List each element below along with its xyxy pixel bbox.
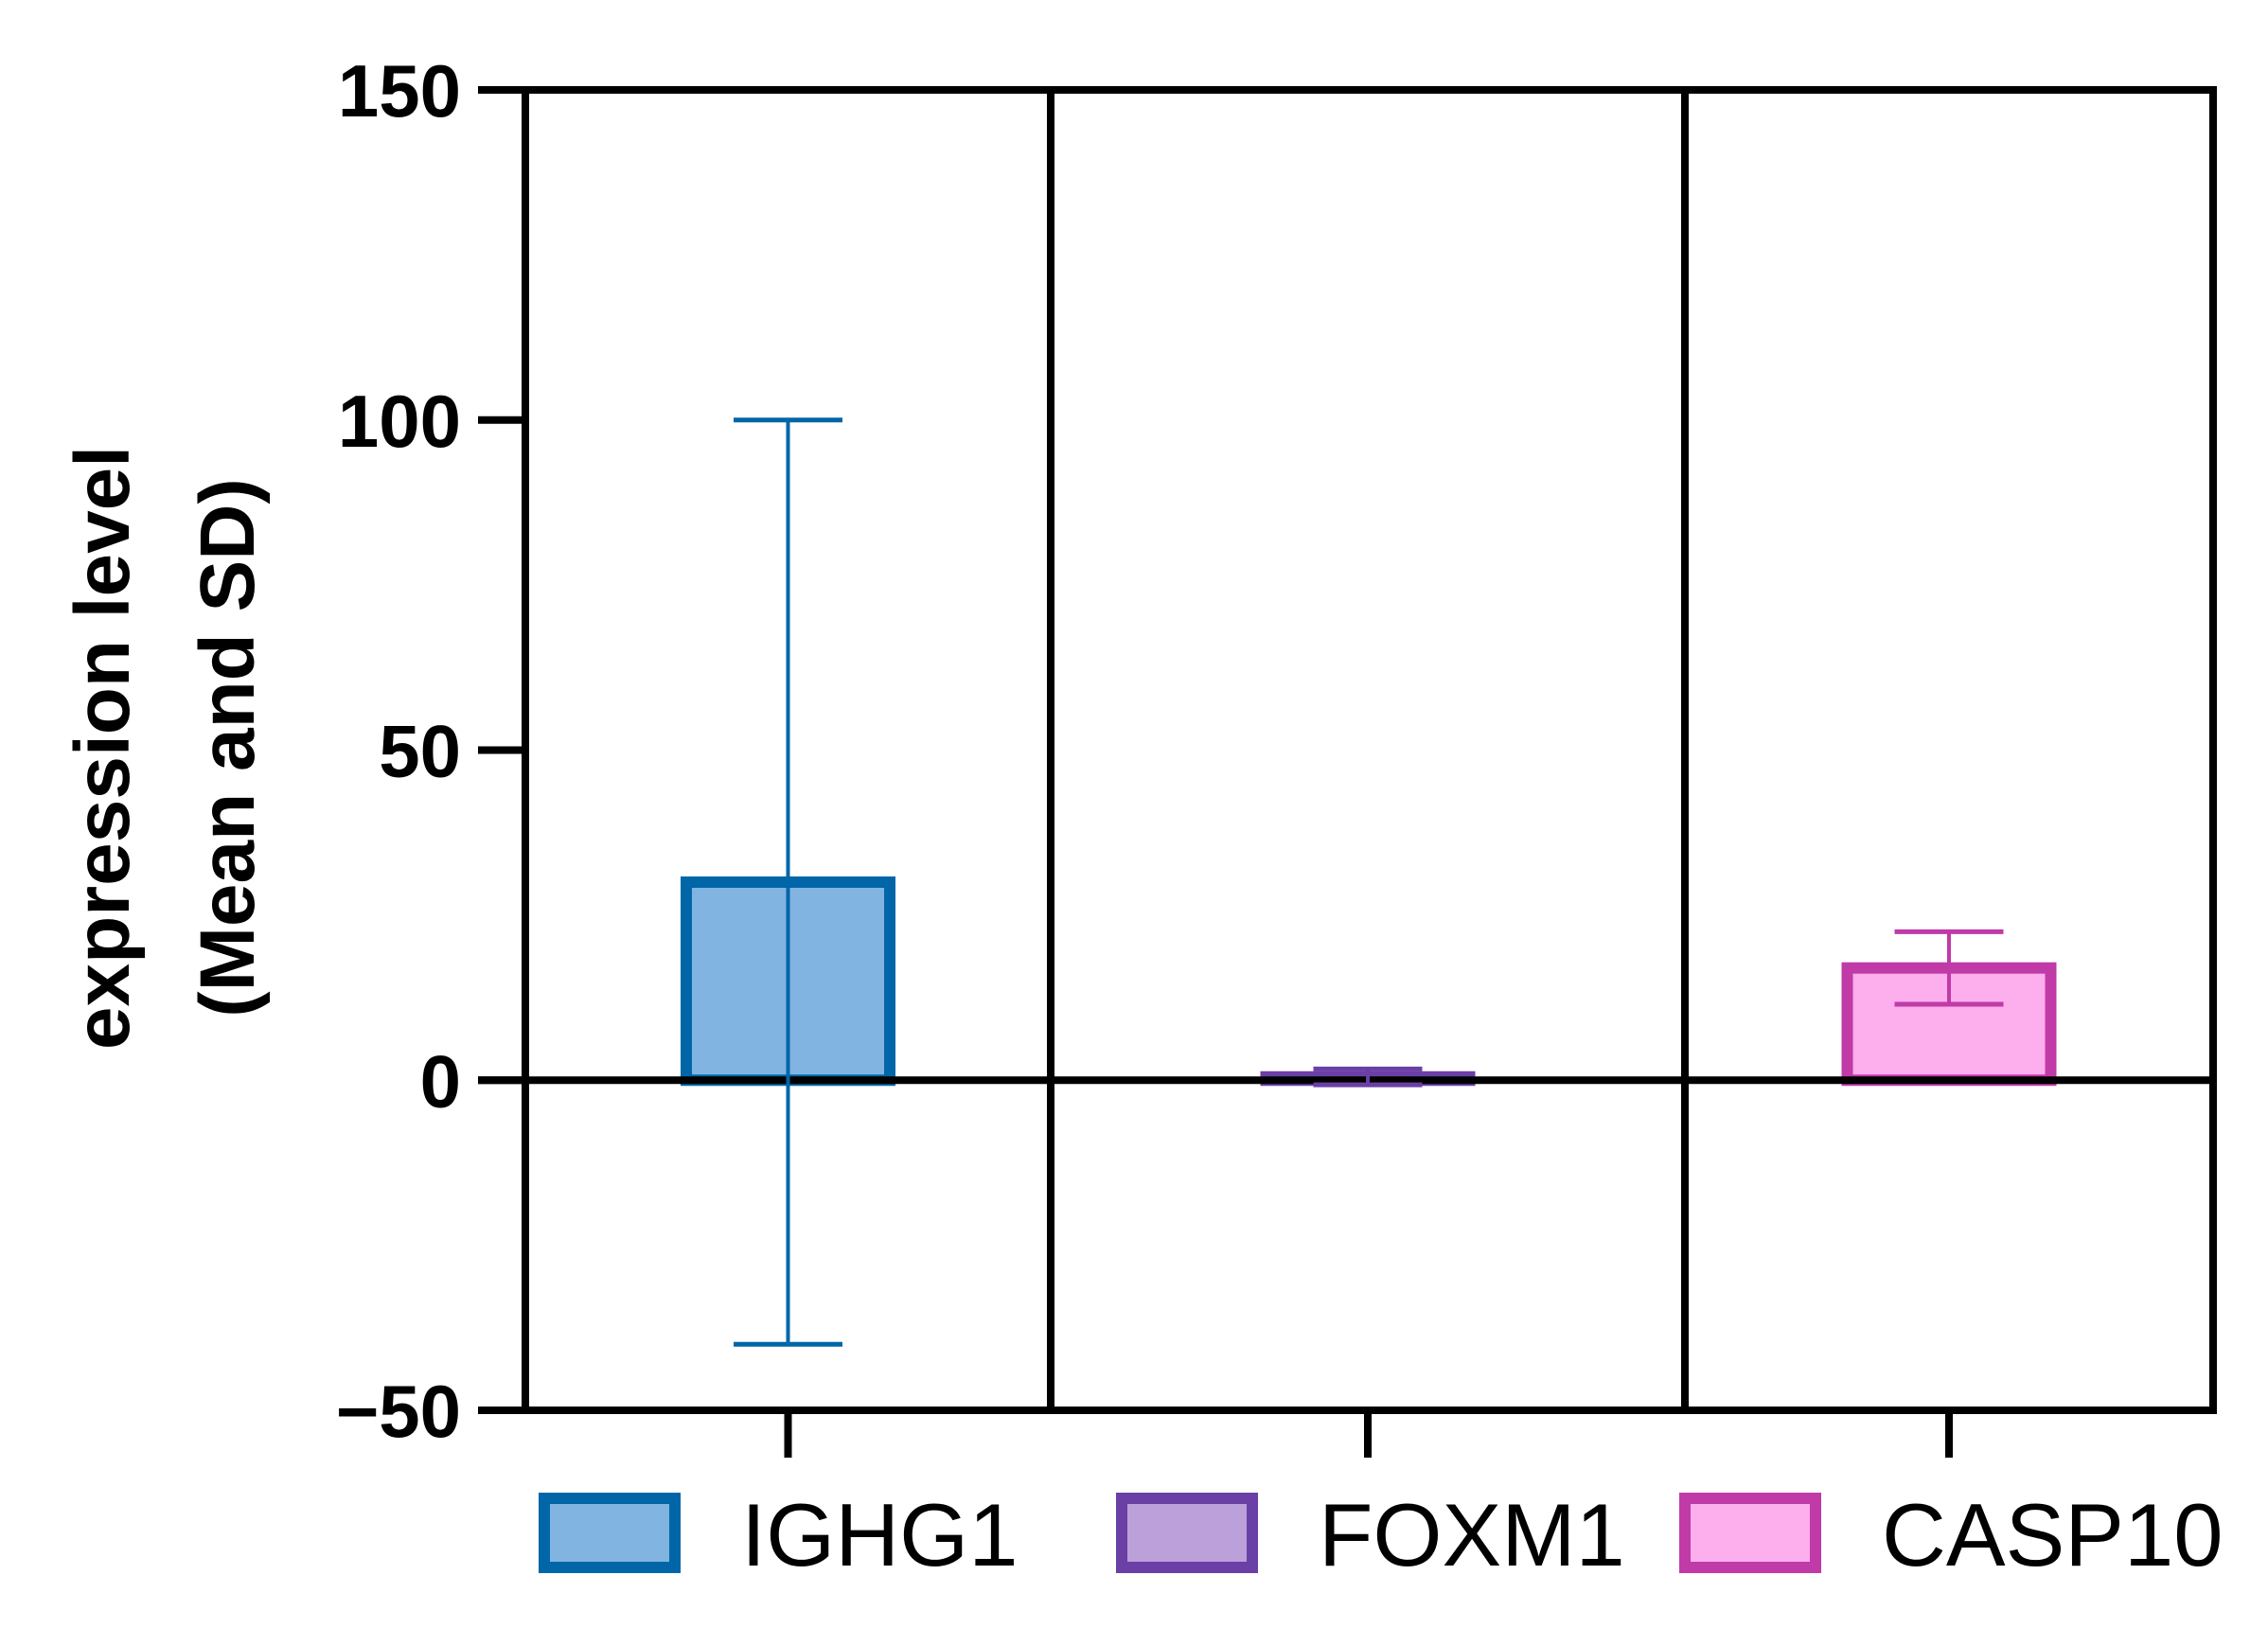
y-axis-title-line1: expression level	[60, 446, 146, 1050]
error-bar-casp10	[1894, 929, 2004, 1007]
y-axis-title-line2: (Mean and SD)	[185, 478, 271, 1017]
y-tick-label-3: 100	[338, 380, 461, 463]
error-bar-ighg1	[734, 417, 842, 1347]
category-separators	[1047, 90, 1689, 1410]
y-tick-label-4: 150	[338, 49, 461, 133]
plot-border	[522, 86, 2217, 1414]
bars	[681, 876, 2057, 1087]
legend-item-casp10: CASP10	[1679, 1485, 2224, 1584]
legend-swatch-foxm1	[1116, 1493, 1258, 1573]
y-tick-label-2: 50	[379, 710, 461, 793]
legend-label-ighg1: IGHG1	[741, 1485, 1019, 1584]
y-tick-label-1: 0	[420, 1039, 461, 1123]
error-bars	[734, 417, 2004, 1347]
y-axis-title: expression level (Mean and SD)	[60, 446, 271, 1050]
plot-frame	[522, 86, 2217, 1414]
legend-item-ighg1: IGHG1	[539, 1485, 1019, 1584]
legend-swatch-ighg1	[539, 1493, 681, 1573]
legend: IGHG1 FOXM1 CASP10	[539, 1485, 2224, 1584]
error-bar-foxm1	[1313, 1066, 1423, 1088]
legend-label-casp10: CASP10	[1882, 1485, 2224, 1584]
legend-label-foxm1: FOXM1	[1319, 1485, 1625, 1584]
x-axis-ticks	[784, 1410, 1953, 1458]
legend-item-foxm1: FOXM1	[1116, 1485, 1625, 1584]
y-tick-label-0: −50	[336, 1370, 461, 1453]
y-axis: −50 0 50 100 150	[336, 49, 525, 1453]
legend-swatch-casp10	[1679, 1493, 1821, 1573]
